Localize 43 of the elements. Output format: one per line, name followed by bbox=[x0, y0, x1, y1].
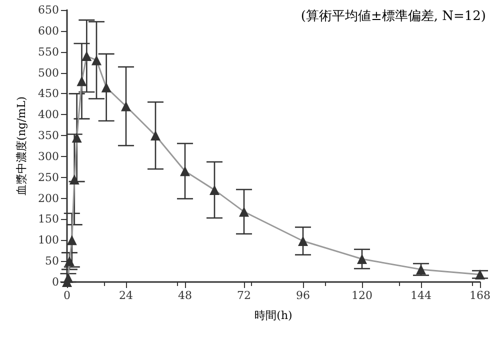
x-tick-label: 96 bbox=[296, 289, 310, 302]
point bbox=[69, 174, 80, 184]
y-tick-label: 250 bbox=[38, 170, 59, 184]
y-tick-label: 200 bbox=[38, 192, 59, 205]
x-axis-title: 時間(h) bbox=[254, 309, 292, 322]
y-tick-label: 0 bbox=[52, 276, 59, 288]
y-tick-label: 400 bbox=[38, 108, 59, 122]
point bbox=[72, 132, 82, 143]
y-tick-label: 600 bbox=[38, 24, 59, 38]
point bbox=[101, 82, 112, 92]
x-tick-label: 144 bbox=[410, 289, 432, 302]
x-tick-label: 24 bbox=[119, 289, 133, 302]
y-tick-label: 350 bbox=[38, 129, 59, 142]
point bbox=[121, 101, 131, 112]
point bbox=[92, 55, 102, 66]
y-tick-label: 550 bbox=[38, 45, 59, 58]
annotation: (算術平均値±標準偏差, N=12) bbox=[300, 9, 486, 24]
point bbox=[76, 76, 87, 86]
point bbox=[150, 130, 160, 141]
y-tick-label: 50 bbox=[45, 254, 59, 268]
y-tick-label: 500 bbox=[38, 66, 59, 80]
point bbox=[416, 264, 426, 274]
point bbox=[180, 166, 190, 176]
x-tick-label: 0 bbox=[64, 289, 70, 302]
point bbox=[210, 184, 220, 195]
x-tick-label: 120 bbox=[352, 289, 372, 302]
x-tick-label: 72 bbox=[237, 289, 251, 302]
point bbox=[64, 256, 74, 266]
point bbox=[63, 272, 74, 283]
point bbox=[239, 206, 249, 217]
x-tick-label: 48 bbox=[178, 289, 192, 302]
y-tick-label: 450 bbox=[38, 87, 59, 100]
point bbox=[357, 254, 367, 264]
point bbox=[475, 269, 485, 280]
y-axis-title: 血漿中濃度(ng/mL) bbox=[15, 96, 28, 196]
point bbox=[82, 51, 92, 62]
y-tick-label: 100 bbox=[38, 234, 59, 247]
point bbox=[66, 235, 77, 246]
y-tick-label: 150 bbox=[38, 212, 59, 226]
x-tick-label: 168 bbox=[470, 289, 490, 302]
point bbox=[298, 236, 308, 246]
y-tick-label: 300 bbox=[38, 150, 59, 163]
y-tick-label: 650 bbox=[38, 4, 59, 16]
